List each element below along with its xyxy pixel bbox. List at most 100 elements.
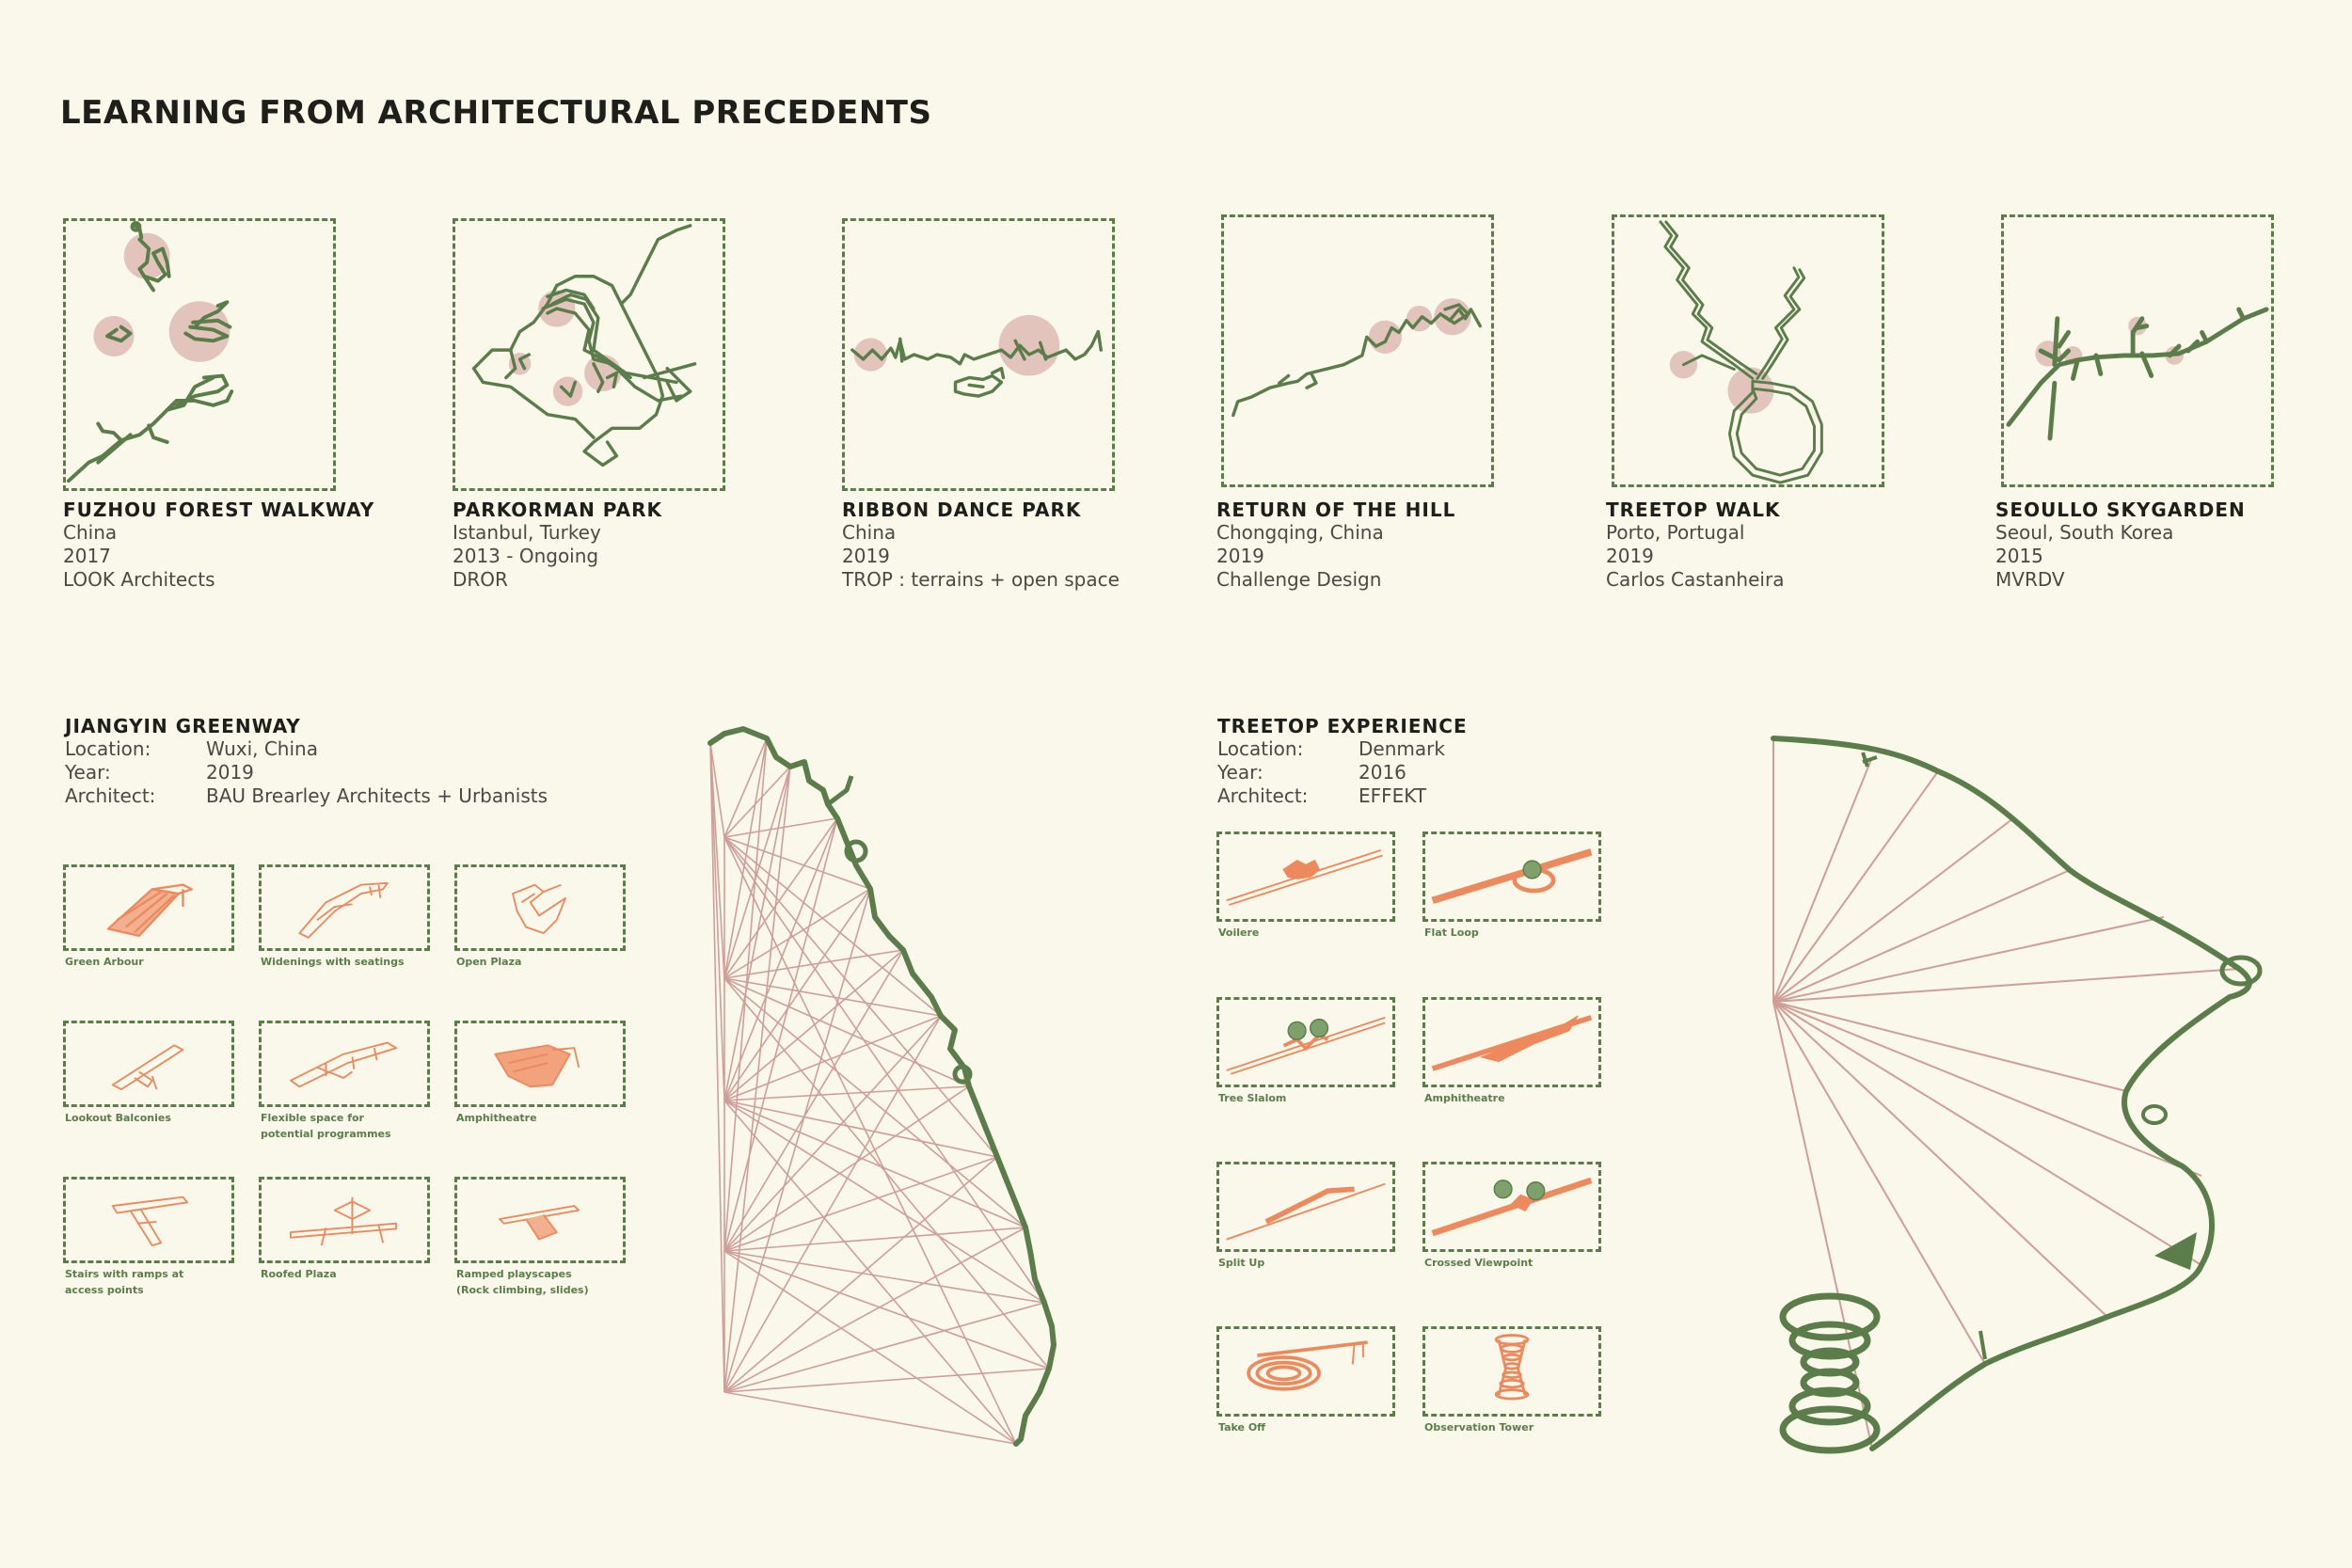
label-line-2: (Rock climbing, slides) — [456, 1284, 589, 1296]
connection-line — [723, 1015, 942, 1393]
connection-line — [723, 977, 942, 1017]
treetop-architect-row: Architect: EFFEKT — [1217, 784, 1468, 808]
precedent-location: Chongqing, China — [1216, 521, 1384, 544]
info-value: 2019 — [206, 761, 254, 784]
precedent-caption-parkorman: PARKORMAN PARK Istanbul, Turkey 2013 - O… — [453, 499, 662, 592]
connection-line — [723, 766, 791, 838]
info-key: Year: — [65, 761, 111, 784]
treetop-label-take-off: Take Off — [1218, 1421, 1266, 1433]
jiangyin-label-open-plaza: Open Plaza — [456, 956, 522, 968]
connection-line — [723, 1156, 998, 1393]
connection-line — [723, 1250, 1045, 1304]
precedent-name: PARKORMAN PARK — [453, 499, 662, 521]
info-value: Wuxi, China — [206, 737, 318, 760]
connection-line — [723, 836, 1045, 1304]
connection-line — [723, 888, 871, 1393]
connection-line — [723, 766, 791, 1393]
connection-line — [723, 1100, 998, 1158]
label-line-2: potential programmes — [261, 1128, 391, 1140]
precedent-caption-ribbon-dance: RIBBON DANCE PARK China 2019 TROP : terr… — [842, 499, 1120, 592]
connection-line — [723, 1015, 942, 1252]
jiangyin-tile-lookout-balconies — [63, 1021, 234, 1107]
fan-line — [1772, 756, 1873, 1003]
fan-line — [1772, 1001, 2202, 1266]
jiangyin-label-widenings: Widenings with seatings — [261, 956, 405, 968]
connection-line — [723, 737, 768, 838]
jiangyin-tile-flexible-space — [259, 1021, 430, 1107]
treetop-tile-flat-loop — [1422, 832, 1601, 922]
label-line-1: Ramped playscapes — [456, 1268, 572, 1280]
connection-line — [723, 1227, 1026, 1252]
connection-line — [723, 977, 970, 1087]
jiangyin-connection-diagram — [687, 715, 1082, 1467]
connection-line — [723, 1100, 1017, 1445]
jiangyin-label-amphitheatre: Amphitheatre — [456, 1112, 537, 1124]
precedent-architect: MVRDV — [1995, 568, 2065, 591]
fan-line — [1772, 1001, 1986, 1365]
jiangyin-location-row: Location: Wuxi, China — [65, 737, 548, 761]
connection-line — [709, 742, 725, 1101]
jiangyin-label-green-arbour: Green Arbour — [65, 956, 144, 968]
precedent-name: RIBBON DANCE PARK — [842, 499, 1082, 521]
jiangyin-label-lookout-balconies: Lookout Balconies — [65, 1112, 171, 1124]
fan-line — [1772, 1001, 2108, 1318]
connection-line — [723, 1156, 998, 1252]
precedent-architect: TROP : terrains + open space — [842, 568, 1120, 591]
treetop-label-crossed-viewpoint: Crossed Viewpoint — [1424, 1257, 1534, 1269]
connection-line — [723, 836, 871, 890]
jiangyin-tile-green-arbour — [63, 864, 234, 951]
jiangyin-tile-stairs-ramps — [63, 1177, 234, 1263]
connection-line — [723, 1250, 1050, 1370]
connection-line — [723, 766, 791, 979]
precedent-name: TREETOP WALK — [1606, 499, 1781, 521]
fan-line — [1772, 817, 2014, 1003]
precedent-name: SEOULLO SKYGARDEN — [1995, 499, 2246, 521]
precedent-plan-return-of-the-hill — [1221, 214, 1494, 487]
treetop-label-voilere: Voilere — [1218, 927, 1260, 939]
page-title: LEARNING FROM ARCHITECTURAL PRECEDENTS — [60, 94, 932, 132]
precedent-plan-parkorman — [453, 218, 725, 491]
connection-line — [709, 742, 725, 1393]
connection-line — [723, 1100, 1026, 1228]
precedent-year: 2015 — [1995, 545, 2043, 567]
jiangyin-tile-widenings — [259, 864, 430, 951]
fan-line — [1772, 1001, 2202, 1177]
treetop-tile-observation-tower — [1422, 1326, 1601, 1417]
treetop-title: TREETOP EXPERIENCE — [1217, 715, 1468, 737]
connection-line — [723, 836, 1017, 1445]
jiangyin-label-stairs-ramps: Stairs with ramps at access points — [65, 1266, 183, 1298]
connection-line — [723, 1302, 1045, 1393]
connection-line — [723, 1100, 1045, 1304]
precedent-architect: LOOK Architects — [63, 568, 215, 591]
jiangyin-label-flexible-space: Flexible space for potential programmes — [261, 1110, 391, 1142]
connection-line — [723, 817, 838, 838]
jiangyin-tile-open-plaza — [454, 864, 626, 951]
precedent-architect: DROR — [453, 568, 508, 591]
treetop-tile-amphitheatre — [1422, 997, 1601, 1087]
connection-line — [723, 817, 838, 979]
fan-line — [1772, 869, 2071, 1003]
treetop-connection-diagram — [1750, 715, 2277, 1467]
precedent-caption-return-of-the-hill: RETURN OF THE HILL Chongqing, China 2019… — [1216, 499, 1455, 592]
info-value: EFFEKT — [1359, 784, 1427, 807]
precedent-location: Porto, Portugal — [1606, 521, 1745, 544]
label-line-2: access points — [65, 1284, 144, 1296]
connection-line — [709, 742, 725, 838]
info-key: Year: — [1217, 761, 1263, 784]
treetop-label-amphitheatre: Amphitheatre — [1424, 1092, 1505, 1104]
treetop-label-observation-tower: Observation Tower — [1424, 1421, 1534, 1433]
connection-line — [723, 949, 904, 1252]
treetop-label-split-up: Split Up — [1218, 1257, 1265, 1269]
fan-line — [1772, 1001, 1873, 1449]
precedent-name: RETURN OF THE HILL — [1216, 499, 1456, 521]
treetop-info: TREETOP EXPERIENCE Location: Denmark Year… — [1217, 715, 1468, 808]
connection-line — [723, 1368, 1050, 1393]
treetop-tile-split-up — [1216, 1162, 1395, 1252]
precedent-plan-ribbon-dance — [842, 218, 1115, 491]
jiangyin-year-row: Year: 2019 — [65, 761, 548, 784]
fan-line — [1772, 770, 1939, 1003]
precedent-location: China — [842, 521, 897, 544]
precedent-location: Istanbul, Turkey — [453, 521, 601, 544]
precedent-caption-seoullo-skygarden: SEOULLO SKYGARDEN Seoul, South Korea 201… — [1995, 499, 2246, 592]
connection-line — [723, 766, 791, 1101]
